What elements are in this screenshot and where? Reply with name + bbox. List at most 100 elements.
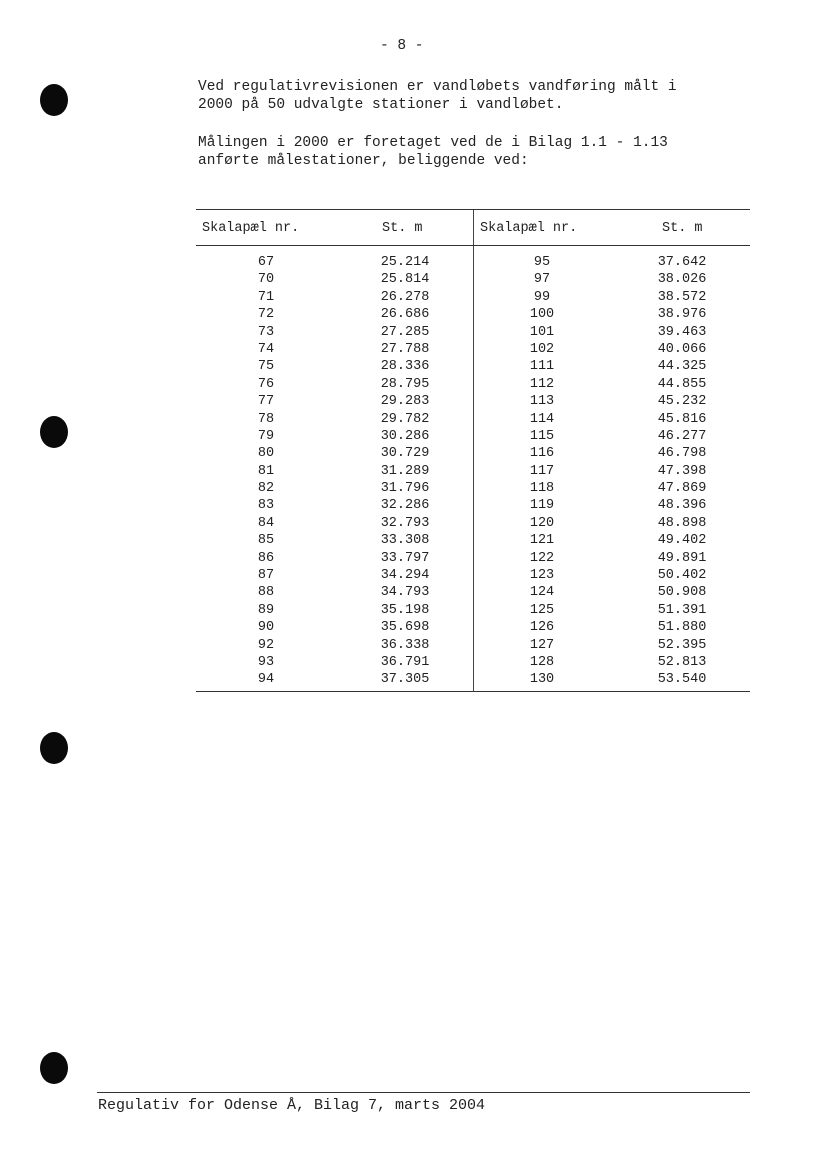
cell-skalapael-2: 101 (529, 324, 555, 340)
cell-station-2: 45.232 (657, 394, 707, 410)
cell-skalapael-2: 124 (529, 585, 555, 601)
table-row: 80 30.729 116 46.798 (196, 445, 750, 462)
cell-skalapael-1: 89 (257, 602, 275, 618)
cell-skalapael-2: 120 (529, 515, 555, 531)
cell-skalapael-2: 126 (529, 620, 555, 636)
table-row: 76 28.795 112 44.855 (196, 376, 750, 393)
stations-paragraph: Målingen i 2000 er foretaget ved de i Bi… (198, 135, 668, 169)
punch-hole (40, 84, 68, 116)
table-header: Skalapæl nr. St. m Skalapæl nr. St. m (196, 210, 750, 246)
cell-station-2: 44.855 (657, 376, 707, 392)
cell-skalapael-1: 80 (257, 446, 275, 462)
table-row: 87 34.294 123 50.402 (196, 567, 750, 584)
cell-skalapael-2: 125 (529, 602, 555, 618)
cell-skalapael-1: 72 (257, 307, 275, 323)
cell-skalapael-1: 81 (257, 463, 275, 479)
cell-station-2: 40.066 (657, 341, 707, 357)
cell-station-1: 26.686 (380, 307, 430, 323)
cell-station-1: 34.793 (380, 585, 430, 601)
cell-station-1: 32.793 (380, 515, 430, 531)
cell-skalapael-1: 94 (257, 672, 275, 688)
table-row: 67 25.214 95 37.642 (196, 254, 750, 271)
cell-station-1: 30.729 (380, 446, 430, 462)
cell-skalapael-1: 70 (257, 272, 275, 288)
cell-skalapael-2: 122 (529, 550, 555, 566)
table-row: 84 32.793 120 48.898 (196, 515, 750, 532)
cell-station-1: 27.285 (380, 324, 430, 340)
table-row: 81 31.289 117 47.398 (196, 463, 750, 480)
table-row: 71 26.278 99 38.572 (196, 289, 750, 306)
cell-skalapael-2: 116 (529, 446, 555, 462)
cell-skalapael-2: 112 (529, 376, 555, 392)
cell-station-2: 53.540 (657, 672, 707, 688)
punch-hole (40, 732, 68, 764)
cell-skalapael-2: 117 (529, 463, 555, 479)
table-row: 86 33.797 122 49.891 (196, 550, 750, 567)
cell-station-2: 39.463 (657, 324, 707, 340)
table-row: 89 35.198 125 51.391 (196, 602, 750, 619)
cell-station-1: 25.214 (380, 255, 430, 270)
table-row: 82 31.796 118 47.869 (196, 480, 750, 497)
cell-station-1: 28.795 (380, 376, 430, 392)
cell-skalapael-2: 113 (529, 394, 555, 410)
cell-skalapael-1: 79 (257, 428, 275, 444)
cell-station-2: 48.396 (657, 498, 707, 514)
cell-station-1: 25.814 (380, 272, 430, 288)
table-row: 73 27.285 101 39.463 (196, 324, 750, 341)
cell-station-2: 52.395 (657, 637, 707, 653)
table-row: 77 29.283 113 45.232 (196, 393, 750, 410)
cell-skalapael-1: 93 (257, 654, 275, 670)
cell-station-1: 29.782 (380, 411, 430, 427)
cell-skalapael-1: 87 (257, 568, 275, 584)
cell-skalapael-2: 97 (533, 272, 551, 288)
cell-station-2: 50.908 (657, 585, 707, 601)
cell-station-2: 49.891 (657, 550, 707, 566)
cell-station-1: 27.788 (380, 341, 430, 357)
header-station-1: St. m (382, 221, 423, 236)
cell-station-1: 36.791 (380, 654, 430, 670)
cell-station-2: 48.898 (657, 515, 707, 531)
stations-table: Skalapæl nr. St. m Skalapæl nr. St. m 67… (196, 209, 750, 692)
cell-skalapael-2: 121 (529, 533, 555, 549)
cell-skalapael-1: 78 (257, 411, 275, 427)
cell-skalapael-1: 90 (257, 620, 275, 636)
cell-skalapael-1: 88 (257, 585, 275, 601)
cell-skalapael-1: 76 (257, 376, 275, 392)
cell-station-2: 37.642 (657, 255, 707, 270)
cell-station-1: 33.308 (380, 533, 430, 549)
cell-station-2: 51.391 (657, 602, 707, 618)
cell-station-2: 46.277 (657, 428, 707, 444)
page-number: - 8 - (380, 38, 424, 54)
cell-skalapael-1: 86 (257, 550, 275, 566)
cell-skalapael-2: 102 (529, 341, 555, 357)
cell-station-2: 44.325 (657, 359, 707, 375)
cell-station-2: 47.869 (657, 481, 707, 497)
cell-station-1: 31.796 (380, 481, 430, 497)
cell-skalapael-2: 128 (529, 654, 555, 670)
cell-skalapael-2: 115 (529, 428, 555, 444)
cell-station-1: 35.198 (380, 602, 430, 618)
cell-station-2: 45.816 (657, 411, 707, 427)
cell-station-2: 38.572 (657, 289, 707, 305)
footer-text: Regulativ for Odense Å, Bilag 7, marts 2… (98, 1097, 486, 1114)
cell-station-1: 29.283 (380, 394, 430, 410)
cell-station-2: 52.813 (657, 654, 707, 670)
cell-skalapael-1: 83 (257, 498, 275, 514)
table-row: 88 34.793 124 50.908 (196, 584, 750, 601)
table-body: 67 25.214 95 37.642 70 25.814 97 38.026 71 26.278… (196, 246, 750, 691)
cell-station-2: 38.026 (657, 272, 707, 288)
table-row: 93 36.791 128 52.813 (196, 654, 750, 671)
cell-skalapael-2: 114 (529, 411, 555, 427)
cell-station-1: 35.698 (380, 620, 430, 636)
cell-skalapael-2: 111 (529, 359, 555, 375)
cell-skalapael-1: 73 (257, 324, 275, 340)
punch-hole (40, 1052, 68, 1084)
cell-skalapael-1: 71 (257, 289, 275, 305)
cell-skalapael-2: 118 (529, 481, 555, 497)
cell-skalapael-2: 130 (529, 672, 555, 688)
cell-station-1: 30.286 (380, 428, 430, 444)
cell-skalapael-2: 123 (529, 568, 555, 584)
header-skalapael-1: Skalapæl nr. (202, 221, 300, 236)
cell-skalapael-2: 119 (529, 498, 555, 514)
cell-station-2: 50.402 (657, 568, 707, 584)
